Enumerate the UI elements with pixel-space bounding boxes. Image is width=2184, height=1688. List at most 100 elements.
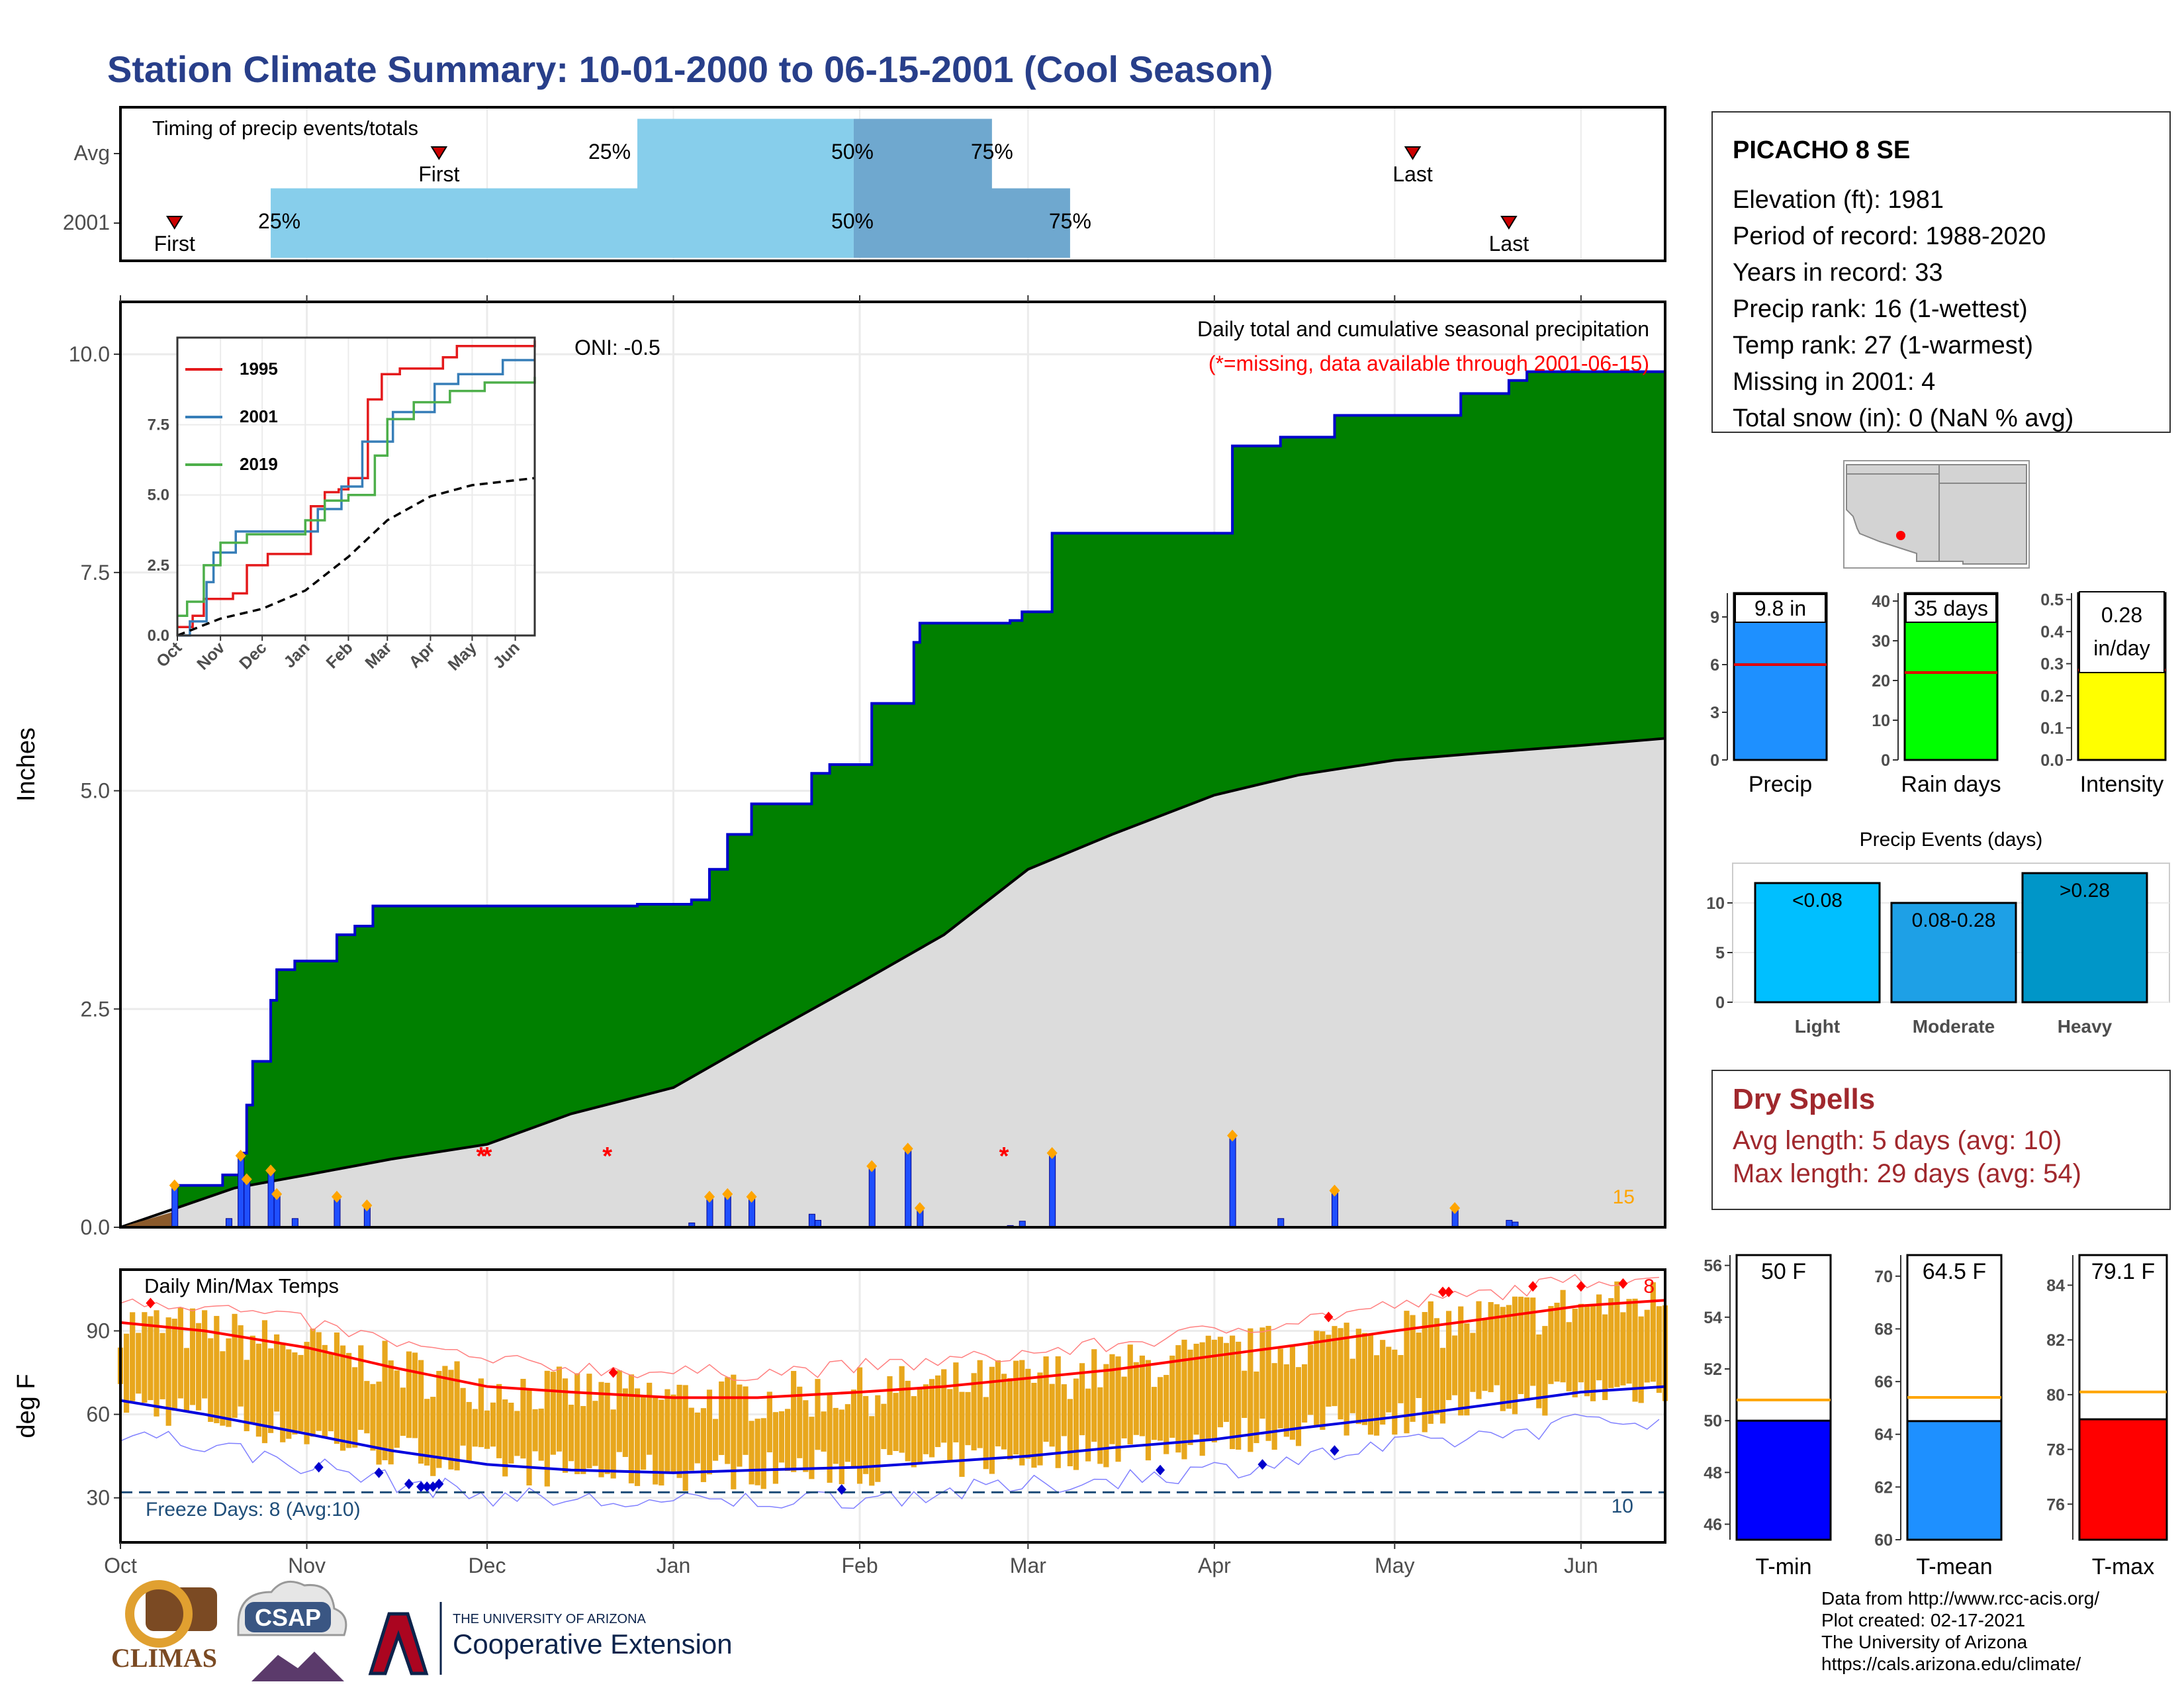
daily-temp-bar — [1019, 1360, 1025, 1466]
daily-temp-bar — [815, 1379, 821, 1450]
timing-row-label: Avg — [73, 141, 110, 165]
temp-mean-value-bar — [1735, 1419, 1832, 1541]
daily-temp-bar — [659, 1399, 664, 1486]
daily-temp-bar — [1283, 1364, 1289, 1437]
daily-temp-bar — [208, 1338, 214, 1423]
temp-mean-ytick-label: 78 — [2046, 1441, 2065, 1460]
inset-ytick-label: 7.5 — [148, 416, 169, 434]
daily-temp-bar — [460, 1387, 466, 1446]
temp-mean-value-label: 64.5 F — [1923, 1259, 1986, 1284]
temp-mean-ytick-label: 62 — [1874, 1478, 1893, 1497]
daily-temp-bar — [1109, 1354, 1115, 1444]
record-low-count: 10 — [1612, 1495, 1633, 1517]
credit-line: The University of Arizona — [1821, 1632, 2028, 1652]
temp-mean-panel-name: T-max — [2092, 1554, 2154, 1579]
daily-temp-bar — [760, 1418, 766, 1489]
events-bar-label: >0.28 — [2060, 880, 2110, 902]
oni-label: ONI: -0.5 — [574, 336, 660, 359]
record-high-marker — [1437, 1286, 1447, 1297]
daily-temp-bar — [1043, 1356, 1049, 1442]
daily-temp-bar — [1061, 1384, 1067, 1436]
daily-temp-bar — [418, 1360, 424, 1464]
daily-temp-bar — [1638, 1316, 1644, 1403]
daily-temp-bar — [1644, 1309, 1650, 1383]
daily-temp-bar — [1602, 1314, 1608, 1401]
totals-ytick-label: 0 — [1881, 751, 1890, 770]
daily-temp-bar — [1596, 1294, 1602, 1381]
timing-panel-border — [119, 106, 1666, 262]
precip-count-label: 15 — [1613, 1186, 1635, 1208]
totals-panel-name: Precip — [1749, 772, 1812, 797]
daily-temp-bar — [165, 1317, 171, 1426]
temp-ylabel: deg F — [13, 1374, 40, 1438]
daily-temp-bar — [388, 1360, 394, 1465]
credit-line: Data from http://www.rcc-acis.org/ — [1821, 1588, 2100, 1609]
daily-temp-bar — [1392, 1349, 1398, 1435]
daily-temp-bar — [929, 1379, 935, 1458]
totals-value-bar — [1733, 603, 1828, 761]
daily-temp-bar — [743, 1386, 749, 1455]
daily-temp-bar — [490, 1402, 496, 1447]
precip-ytick-label: 10.0 — [69, 342, 110, 366]
daily-temp-bar — [562, 1378, 569, 1473]
temp-mean-value-bar — [2078, 1418, 2168, 1541]
timing-title: Timing of precip events/totals — [152, 117, 418, 140]
climas-logo-shape — [146, 1587, 217, 1631]
temp-mean-ytick-label: 66 — [1874, 1373, 1893, 1391]
timing-bar-q50-q75 — [853, 188, 1070, 258]
daily-temp-bar — [772, 1412, 778, 1484]
daily-temp-bar — [592, 1401, 598, 1466]
daily-temp-bar — [1277, 1348, 1283, 1429]
timing-q50-label: 50% — [831, 209, 874, 233]
daily-temp-bar — [1073, 1378, 1079, 1470]
daily-temp-bar — [706, 1389, 713, 1475]
daily-temp-bar — [1367, 1335, 1374, 1435]
daily-temp-bar — [827, 1393, 833, 1483]
daily-temp-bar — [641, 1396, 647, 1470]
daily-temp-bar — [628, 1374, 635, 1483]
daily-temp-bar — [989, 1366, 995, 1474]
daily-temp-bar — [869, 1416, 875, 1486]
freeze-days-label: Freeze Days: 8 (Avg:10) — [146, 1499, 361, 1521]
record-high-count: 8 — [1643, 1276, 1655, 1297]
daily-temp-bar — [298, 1354, 304, 1432]
daily-temp-bar — [400, 1387, 406, 1436]
daily-temp-bar — [670, 1394, 676, 1473]
daily-temp-bar — [394, 1370, 400, 1448]
station-info-line: Temp rank: 27 (1-warmest) — [1733, 332, 2034, 359]
daily-temp-bar — [1295, 1367, 1302, 1446]
daily-temp-bar — [731, 1374, 737, 1489]
events-bar — [2021, 872, 2148, 1004]
daily-temp-bar — [1253, 1371, 1259, 1444]
record-high-marker — [608, 1367, 618, 1378]
daily-temp-bar — [1530, 1297, 1536, 1386]
precip-ylabel: Inches — [13, 727, 40, 802]
daily-temp-bar — [1464, 1323, 1470, 1416]
daily-temp-bar — [1380, 1340, 1386, 1425]
record-high-marker — [1576, 1281, 1586, 1292]
totals-value-bar — [2077, 669, 2167, 761]
daily-precip-marker — [914, 1201, 925, 1214]
daily-temp-bar — [1049, 1383, 1055, 1447]
daily-temp-bar — [496, 1383, 502, 1458]
daily-temp-bar — [1349, 1358, 1355, 1413]
daily-temp-bar — [1506, 1305, 1512, 1409]
timing-last-label: Last — [1392, 162, 1433, 186]
precip-ytick-label: 2.5 — [81, 997, 110, 1021]
daily-temp-bar — [881, 1403, 887, 1450]
daily-temp-bar — [935, 1375, 941, 1448]
daily-temp-bar — [1308, 1344, 1314, 1415]
daily-temp-bar — [653, 1397, 659, 1485]
daily-temp-bar — [1085, 1388, 1091, 1462]
inset-border — [176, 336, 536, 637]
timing-last-label: Last — [1489, 232, 1529, 256]
daily-temp-bar — [1632, 1298, 1638, 1402]
daily-temp-bar — [1271, 1363, 1277, 1450]
events-bar-label: 0.08-0.28 — [1912, 910, 1996, 931]
temp-mean-ytick-label: 80 — [2046, 1386, 2065, 1405]
daily-temp-bar — [1037, 1372, 1043, 1466]
csap-logo-text: CSAP — [255, 1604, 321, 1631]
daily-temp-bar — [977, 1360, 983, 1448]
daily-temp-bar — [598, 1382, 604, 1477]
daily-temp-bar — [1175, 1345, 1181, 1453]
